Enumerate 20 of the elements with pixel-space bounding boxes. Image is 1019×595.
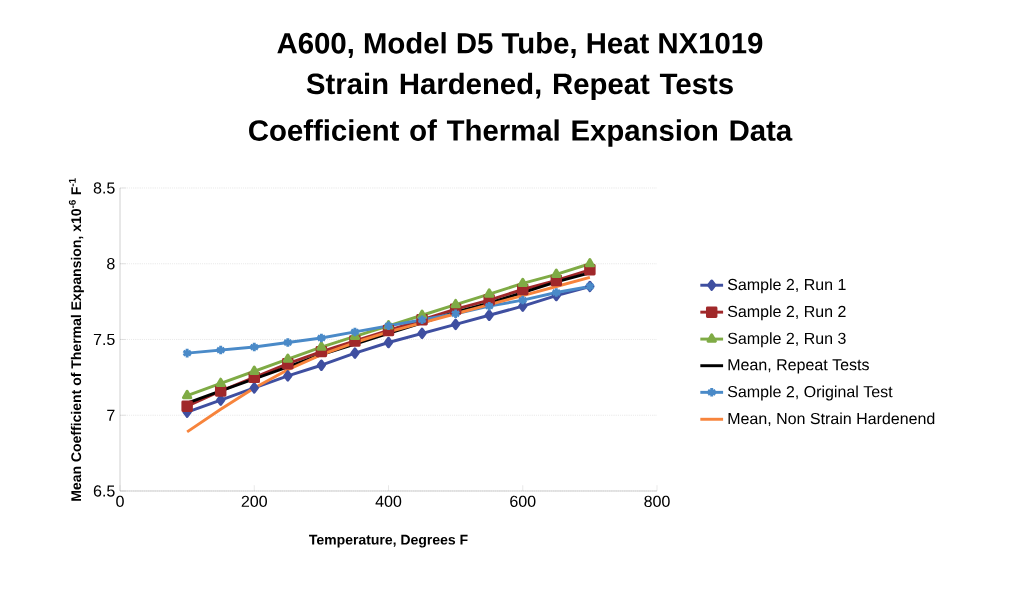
legend-label: Mean, Repeat Tests (728, 359, 869, 374)
legend-label: Sample 2, Run 2 (727, 305, 846, 321)
x-axis-title: Temperature, Degrees F (309, 534, 468, 548)
legend-label: Mean, Non Strain Hardenend (728, 412, 935, 427)
y-tick-label: 7.5 (93, 333, 115, 346)
legend-label: Sample 2, Original Test (727, 385, 893, 401)
legend-label: Sample 2, Run 1 (727, 278, 846, 294)
y-axis-title: Mean Coefficient of Thermal Expansion, x10$^{-6}$ F$^{-1}$ (68, 178, 84, 501)
x-tick-label: 600 (510, 495, 536, 508)
y-tick-label: 7 (107, 409, 115, 421)
x-tick-label: 400 (375, 495, 402, 508)
legend-label: Sample 2, Run 3 (727, 332, 846, 348)
x-tick-label: 0 (116, 495, 124, 508)
x-tick-label: 200 (241, 495, 267, 508)
x-tick-label: 800 (644, 495, 670, 508)
y-tick-label: 8 (107, 258, 115, 270)
chart-title: A600, Model D5 Tube, Heat NX1019 (277, 32, 763, 58)
y-tick-label: 6.5 (93, 485, 115, 497)
y-tick-label: 8.5 (93, 182, 115, 194)
chart-subtitle: Strain Hardened, Repeat Tests Coefficient of Thermal Expansion Data (249, 72, 793, 147)
